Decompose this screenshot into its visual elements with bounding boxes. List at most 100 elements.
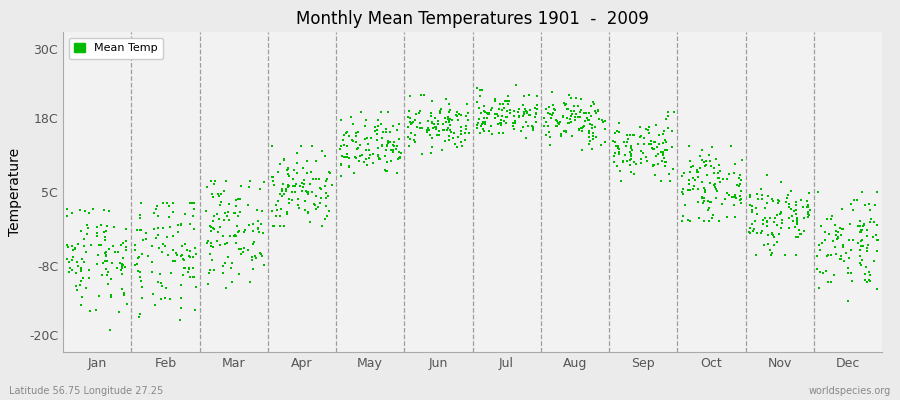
- Point: [729, 194, 743, 201]
- Point: [623, 157, 637, 163]
- Point: [631, 141, 645, 147]
- Point: [562, 116, 577, 122]
- Point: [270, 207, 284, 214]
- Point: [60, 244, 75, 250]
- Point: [443, 106, 457, 113]
- Point: [710, 175, 724, 181]
- Point: [755, 227, 770, 234]
- Point: [720, 175, 734, 182]
- Point: [868, 232, 883, 238]
- Point: [751, 196, 765, 202]
- Point: [400, 113, 415, 120]
- Point: [321, 208, 336, 214]
- Point: [150, 279, 165, 285]
- Point: [360, 162, 374, 168]
- Point: [380, 142, 394, 149]
- Point: [115, 265, 130, 271]
- Point: [564, 132, 579, 139]
- Point: [222, 217, 237, 224]
- Point: [626, 132, 641, 138]
- Point: [829, 251, 843, 257]
- Point: [147, 226, 161, 232]
- Point: [647, 138, 662, 145]
- Point: [115, 262, 130, 268]
- Point: [842, 255, 856, 262]
- Point: [780, 195, 795, 202]
- Point: [462, 129, 476, 136]
- Point: [475, 120, 490, 127]
- Point: [145, 269, 159, 276]
- Point: [713, 179, 727, 186]
- Point: [241, 184, 256, 190]
- Point: [608, 159, 622, 166]
- Point: [93, 241, 107, 248]
- Point: [380, 168, 394, 174]
- Point: [161, 214, 176, 221]
- Point: [341, 155, 356, 161]
- Point: [541, 109, 555, 116]
- Point: [734, 196, 748, 202]
- Point: [482, 127, 497, 134]
- Point: [374, 135, 389, 142]
- Point: [771, 231, 786, 237]
- Point: [726, 170, 741, 176]
- Point: [684, 164, 698, 170]
- Point: [131, 268, 146, 274]
- Point: [339, 154, 354, 160]
- Point: [609, 143, 624, 149]
- Point: [83, 308, 97, 314]
- Point: [800, 211, 814, 217]
- Point: [614, 177, 628, 184]
- Point: [342, 133, 356, 139]
- Point: [650, 144, 664, 150]
- Point: [271, 169, 285, 176]
- Point: [700, 172, 715, 178]
- Point: [860, 264, 874, 270]
- Point: [836, 226, 850, 232]
- Point: [687, 182, 701, 189]
- Point: [770, 212, 784, 218]
- Point: [454, 139, 468, 145]
- Point: [104, 276, 118, 282]
- Point: [620, 158, 634, 164]
- Point: [624, 143, 638, 150]
- Point: [338, 154, 353, 160]
- Point: [745, 209, 760, 216]
- Point: [576, 123, 590, 130]
- Point: [517, 110, 531, 117]
- Point: [253, 186, 267, 192]
- Point: [514, 128, 528, 134]
- Point: [563, 113, 578, 119]
- Point: [607, 153, 621, 159]
- Point: [132, 314, 147, 320]
- Point: [718, 196, 733, 202]
- Point: [545, 88, 560, 95]
- Point: [431, 118, 446, 124]
- Point: [585, 122, 599, 128]
- Point: [334, 172, 348, 179]
- Point: [441, 124, 455, 131]
- Point: [477, 120, 491, 126]
- Point: [374, 142, 389, 148]
- Point: [695, 157, 709, 163]
- Point: [379, 146, 393, 153]
- Point: [438, 118, 453, 125]
- Point: [371, 123, 385, 129]
- Point: [71, 263, 86, 269]
- Point: [234, 250, 248, 257]
- Point: [287, 189, 302, 196]
- Point: [690, 168, 705, 175]
- Point: [315, 148, 329, 155]
- Point: [413, 120, 428, 126]
- Point: [457, 130, 472, 136]
- Point: [586, 132, 600, 139]
- Point: [557, 102, 572, 108]
- Point: [174, 222, 188, 228]
- Point: [82, 274, 96, 281]
- Point: [153, 271, 167, 277]
- Point: [658, 163, 672, 170]
- Point: [309, 206, 323, 212]
- Point: [440, 114, 454, 120]
- Point: [101, 280, 115, 287]
- Point: [210, 211, 224, 218]
